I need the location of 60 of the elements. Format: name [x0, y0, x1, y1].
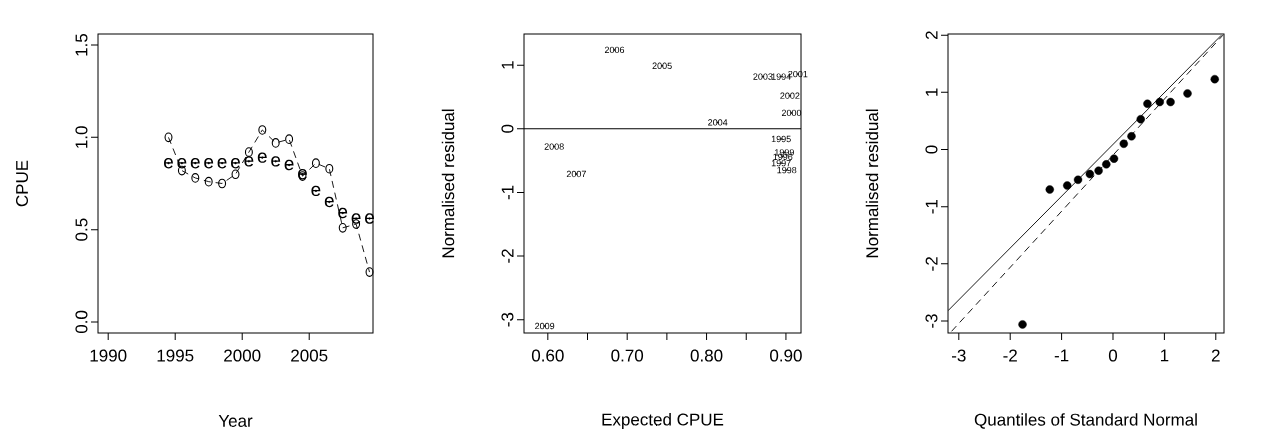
annotation: e [365, 213, 374, 224]
y-tick-label: -2 [501, 249, 514, 263]
y-tick-label: 1.5 [75, 33, 88, 56]
annotation: e [284, 159, 294, 171]
x-tick-label: 2005 [291, 349, 328, 362]
y-tick-label: 0.5 [75, 218, 88, 241]
x-tick-label: 2 [1211, 349, 1220, 362]
x-tick-label: 0.90 [770, 349, 802, 362]
annotation: 2005 [652, 62, 672, 69]
y-tick-label: -3 [925, 314, 938, 328]
y-tick-label: 1 [925, 88, 938, 96]
y-tick-label: -2 [925, 257, 938, 271]
x-axis-title: Expected CPUE [602, 412, 724, 429]
x-axis-title: Year [218, 414, 253, 427]
annotation: 2008 [544, 143, 564, 150]
annotation: e [311, 185, 321, 196]
annotation: e [190, 157, 200, 169]
x-axis-title: Quantiles of Standard Normal [974, 413, 1197, 429]
annotation: e [338, 207, 348, 219]
y-tick-label: 1.0 [75, 126, 88, 148]
annotation: 2000 [781, 109, 802, 116]
annotation: e [164, 157, 173, 169]
x-tick-label: 0.60 [531, 349, 564, 362]
y-tick-label: -3 [501, 312, 514, 327]
x-tick-label: 1995 [157, 349, 194, 362]
annotation: e [271, 156, 281, 167]
x-tick-label: -1 [1054, 349, 1069, 362]
annotation: 2006 [604, 46, 625, 53]
annotation: 1995 [771, 135, 791, 143]
x-tick-label: 1 [1160, 349, 1169, 362]
y-tick-label: 0.0 [75, 310, 88, 333]
x-tick-label: 1990 [90, 349, 127, 362]
y-tick-label: -1 [925, 199, 938, 214]
annotation: 1997 [771, 159, 791, 167]
annotation: 2003 [753, 73, 773, 80]
annotation: 2007 [566, 170, 586, 178]
x-tick-label: 0 [1108, 349, 1118, 362]
y-tick-label: 0 [925, 145, 938, 154]
x-tick-label: 0.80 [690, 349, 723, 362]
annotation: 2002 [780, 92, 800, 99]
annotation: 2009 [535, 322, 555, 330]
y-tick-label: 1 [501, 61, 514, 69]
y-axis-title: Normalised residual [865, 109, 879, 258]
annotation: 1998 [777, 166, 797, 174]
y-tick-label: -1 [501, 185, 514, 200]
annotation: e [324, 196, 334, 208]
x-tick-label: -3 [952, 349, 966, 362]
y-axis-title: CPUE [15, 160, 29, 207]
y-axis-title: Normalised residual [441, 109, 455, 258]
x-tick-label: 0.70 [611, 349, 644, 362]
x-tick-label: 2000 [224, 349, 261, 362]
annotation: e [244, 156, 254, 167]
annotation: e [231, 157, 240, 169]
annotation: e [217, 157, 227, 169]
annotation: e [257, 152, 267, 163]
y-tick-label: 2 [925, 31, 938, 39]
x-tick-label: -2 [1003, 349, 1017, 362]
annotation: 2004 [708, 119, 728, 126]
y-tick-label: 0 [501, 124, 514, 133]
annotation: e [204, 157, 214, 169]
